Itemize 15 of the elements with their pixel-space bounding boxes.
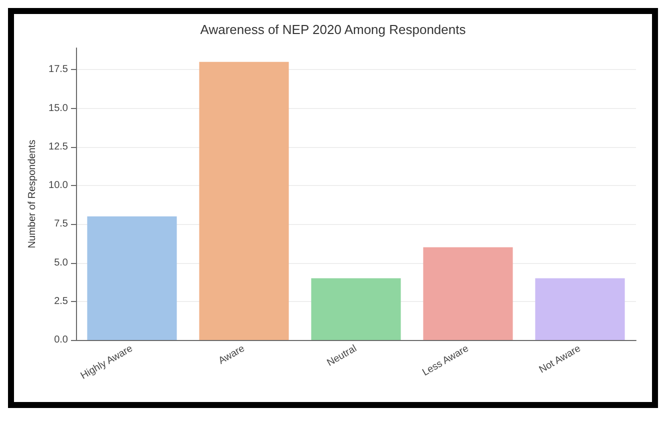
bar bbox=[87, 216, 177, 340]
chart-title: Awareness of NEP 2020 Among Respondents bbox=[200, 22, 466, 37]
bar bbox=[311, 278, 401, 340]
bar bbox=[199, 62, 289, 340]
bar bbox=[535, 278, 625, 340]
y-tick-label: 15.0 bbox=[48, 102, 68, 114]
y-axis-title: Number of Respondents bbox=[27, 140, 38, 248]
y-tick-label: 2.5 bbox=[54, 296, 68, 307]
y-tick-label: 7.5 bbox=[54, 218, 68, 230]
y-tick-label: 17.5 bbox=[48, 64, 68, 76]
y-tick-label: 5.0 bbox=[54, 257, 68, 268]
y-tick-label: 0.0 bbox=[54, 334, 68, 346]
y-tick-label: 10.0 bbox=[48, 180, 68, 192]
bar bbox=[423, 247, 513, 340]
y-tick-label: 12.5 bbox=[48, 141, 68, 152]
